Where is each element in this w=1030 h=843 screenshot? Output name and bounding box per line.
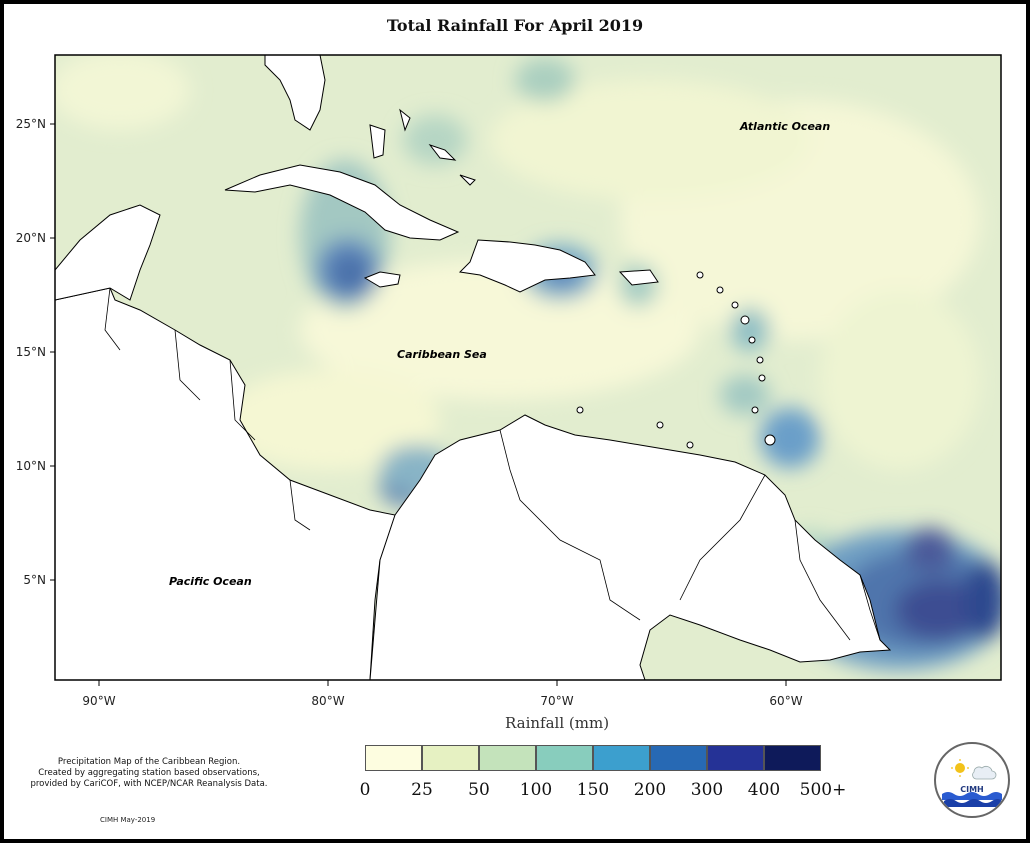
legend-swatch-50 [479,745,536,771]
rainfall-field [55,55,1001,680]
lat-tick-15n: 15°N [16,345,46,359]
x-axis-title: Rainfall (mm) [505,714,610,732]
lon-tick-90w: 90°W [82,694,115,708]
legend-label-150: 150 [576,780,610,800]
legend-swatch-300 [707,745,764,771]
lat-ticks [50,123,55,581]
waves-icon [942,792,1002,807]
label-caribbean-sea: Caribbean Sea [397,348,487,361]
cloud-icon [972,765,997,780]
lon-tick-70w: 70°W [540,694,573,708]
credit-line-1: Precipitation Map of the Caribbean Regio… [57,757,241,767]
label-atlantic-ocean: Atlantic Ocean [739,120,830,133]
legend-label-400: 400 [747,780,781,800]
lat-tick-20n: 20°N [16,231,46,245]
legend-swatch-25 [422,745,479,771]
credit-text: Precipitation Map of the Caribbean Regio… [6,757,292,790]
legend-label-100: 100 [519,780,553,800]
credit-line-3: provided by CariCOF, with NCEP/NCAR Rean… [30,779,268,789]
sun-rays [951,759,969,777]
plot-border [54,54,1002,681]
legend-swatch-150 [593,745,650,771]
logo-name: CIMH [960,785,984,794]
legend-label-200: 200 [633,780,667,800]
legend-label-0: 0 [359,780,371,800]
legend-swatch-100 [536,745,593,771]
lon-tick-80w: 80°W [311,694,344,708]
legend-label-25: 25 [411,780,433,800]
map-title: Total Rainfall For April 2019 [386,16,644,35]
lesser-antilles [576,271,776,449]
legend-label-50: 50 [468,780,490,800]
legend-label-500plus: 500+ [799,780,847,800]
legend-swatch-200 [650,745,707,771]
credit-date: CIMH May-2019 [100,816,156,824]
credit-line-2: Created by aggregating station based obs… [38,768,260,778]
lon-ticks [98,680,787,686]
lat-tick-25n: 25°N [16,117,46,131]
legend-swatch-400 [764,745,821,771]
country-borders [104,287,881,641]
label-pacific-ocean: Pacific Ocean [169,575,252,588]
landmass [55,55,892,680]
legend-swatch-0 [365,745,422,771]
lat-tick-10n: 10°N [16,459,46,473]
sun-icon [955,763,965,773]
lat-tick-5n: 5°N [23,573,46,587]
lon-tick-60w: 60°W [769,694,802,708]
cimh-logo: CIMH [934,742,1010,818]
legend-label-300: 300 [690,780,724,800]
